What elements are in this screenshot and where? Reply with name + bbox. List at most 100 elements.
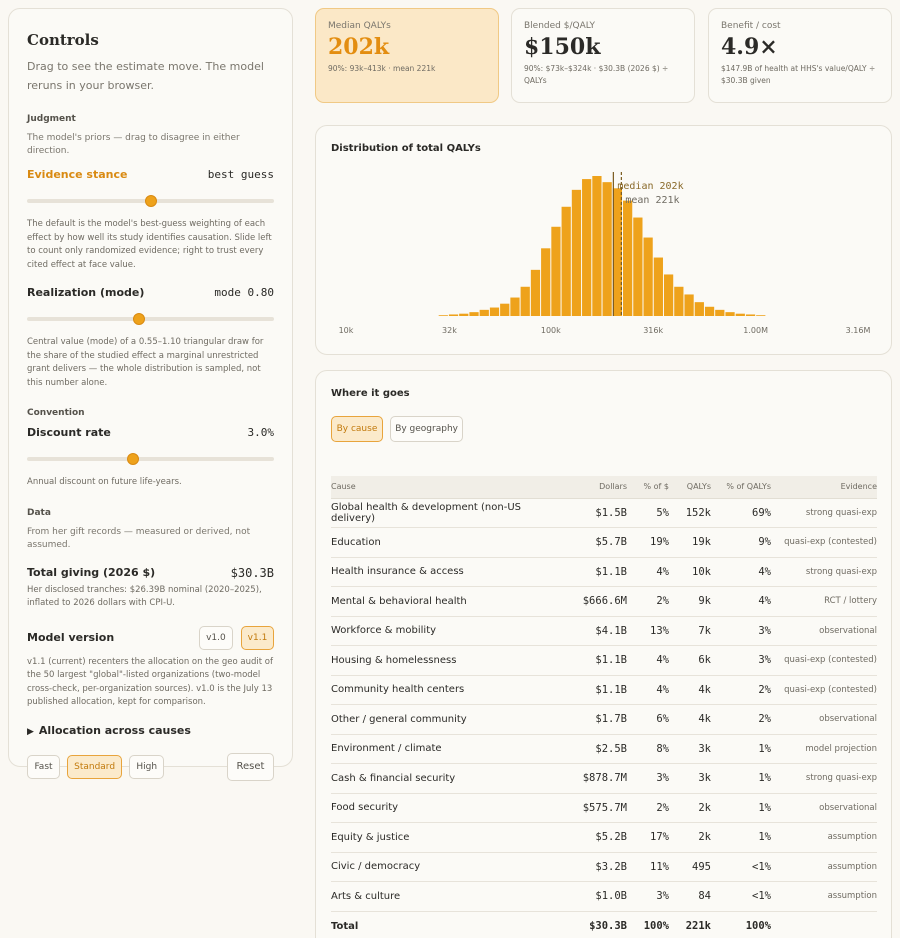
col-dollars[interactable]: Dollars — [557, 476, 627, 499]
histogram-bar — [735, 313, 745, 316]
qalys-cell: 19k — [669, 527, 711, 558]
pct-dollars-cell: 13% — [627, 616, 669, 646]
table-header-row: Cause Dollars % of $ QALYs % of QALYs Ev… — [331, 476, 877, 499]
pct-dollars-cell: 11% — [627, 852, 669, 882]
col-qalys[interactable]: QALYs — [669, 476, 711, 499]
col-pct-qalys[interactable]: % of QALYs — [711, 476, 771, 499]
pct-dollars-cell: 17% — [627, 822, 669, 853]
qalys-cell: 2k — [669, 822, 711, 853]
model-version-buttons: v1.0 v1.1 — [198, 625, 274, 650]
histogram-bar — [745, 314, 756, 316]
kpi-sub: 90%: $73k–$324k · $30.3B (2026 $) ÷ QALY… — [524, 64, 669, 85]
pct-qalys-cell: 3% — [711, 645, 771, 676]
dollars-cell: $3.2B — [557, 852, 627, 882]
slider-thumb[interactable] — [127, 453, 140, 465]
qalys-cell: 2k — [669, 793, 711, 823]
model-version-label: Model version — [27, 630, 115, 644]
x-tick-label: 3.16M — [846, 326, 871, 335]
table-row: Global health & development (non-US deli… — [331, 498, 877, 528]
distribution-card: Distribution of total QALYs median 202k m… — [315, 125, 892, 355]
histogram-bar — [459, 313, 469, 316]
allocation-toggle[interactable]: ▶ Allocation across causes — [27, 724, 274, 737]
histogram-bar — [684, 294, 694, 316]
evidence-cell: strong quasi-exp — [771, 557, 877, 587]
tab-by-cause[interactable]: By cause — [331, 416, 383, 442]
kpi-median-qalys: Median QALYs 202k 90%: 93k–413k · mean 2… — [315, 8, 499, 103]
distribution-title: Distribution of total QALYs — [331, 143, 481, 154]
slider-thumb[interactable] — [144, 195, 157, 207]
evidence-cell: strong quasi-exp — [771, 498, 877, 528]
cause-cell: Education — [331, 527, 557, 558]
evidence-cell: assumption — [771, 822, 877, 853]
col-evidence[interactable]: Evidence — [771, 476, 877, 499]
controls-panel: Controls Drag to see the estimate move. … — [8, 8, 293, 781]
evidence-cell: quasi-exp (contested) — [771, 527, 877, 558]
dollars-cell: $2.5B — [557, 734, 627, 764]
evidence-stance-slider[interactable] — [27, 194, 274, 208]
cause-cell: Equity & justice — [331, 822, 557, 853]
pct-dollars-cell: 3% — [627, 881, 669, 912]
pct-dollars-cell: 6% — [627, 704, 669, 735]
histogram-bar — [663, 274, 674, 316]
cause-cell: Community health centers — [331, 675, 557, 705]
discount-rate-row: Discount rate 3.0% — [27, 426, 274, 439]
evidence-cell: quasi-exp (contested) — [771, 645, 877, 676]
table-row: Other / general community $1.7B 6% 4k 2% obse… — [331, 704, 877, 735]
cause-table: Cause Dollars % of $ QALYs % of QALYs Ev… — [331, 476, 877, 938]
data-label: Data — [27, 507, 51, 518]
quality-fast-button[interactable]: Fast — [27, 755, 60, 779]
realization-slider[interactable] — [27, 312, 274, 326]
pct-qalys-cell: 1% — [711, 734, 771, 764]
evidence-cell — [771, 911, 877, 938]
qalys-cell: 3k — [669, 734, 711, 764]
table-row: Environment / climate $2.5B 8% 3k 1% model pr… — [331, 734, 877, 764]
pct-qalys-cell: 1% — [711, 822, 771, 853]
histogram-bar — [571, 189, 582, 316]
cause-cell: Other / general community — [331, 704, 557, 735]
dollars-cell: $1.1B — [557, 645, 627, 676]
reset-button[interactable]: Reset — [227, 752, 274, 781]
qalys-cell: 4k — [669, 704, 711, 735]
x-tick-label: 100k — [541, 326, 561, 335]
dollars-cell: $4.1B — [557, 616, 627, 646]
table-row: Equity & justice $5.2B 17% 2k 1% assumption — [331, 822, 877, 853]
realization-row: Realization (mode) mode 0.80 — [27, 286, 274, 299]
slider-track[interactable] — [27, 457, 274, 461]
col-pct-dollars[interactable]: % of $ — [627, 476, 669, 499]
dollars-cell: $575.7M — [557, 793, 627, 823]
quality-high-button[interactable]: High — [129, 755, 165, 779]
version-v1-1-button[interactable]: v1.1 — [241, 625, 274, 650]
tab-by-geography[interactable]: By geography — [390, 416, 464, 442]
pct-dollars-cell: 3% — [627, 763, 669, 794]
pct-dollars-cell: 4% — [627, 645, 669, 676]
dollars-cell: $5.2B — [557, 822, 627, 853]
quality-row: Fast Standard High Reset — [27, 752, 274, 781]
pct-dollars-cell: 19% — [627, 527, 669, 558]
dollars-cell: $878.7M — [557, 763, 627, 794]
cause-cell: Health insurance & access — [331, 557, 557, 587]
table-row: Mental & behavioral health $666.6M 2% 9k 4% R… — [331, 586, 877, 617]
qalys-cell: 4k — [669, 675, 711, 705]
pct-qalys-cell: 4% — [711, 586, 771, 617]
histogram-bar — [582, 179, 592, 316]
distribution-histogram: median 202k mean 221k 10k 32k 100k 316k 1.00M… — [339, 172, 871, 335]
kpi-label: Blended $/QALY — [524, 21, 596, 31]
version-v1-0-button[interactable]: v1.0 — [198, 625, 233, 650]
discount-rate-value: 3.0% — [247, 426, 275, 439]
histogram-bar — [520, 286, 530, 316]
histogram-bar — [510, 297, 520, 316]
cause-cell: Civic / democracy — [331, 852, 557, 882]
quality-standard-button[interactable]: Standard — [67, 755, 123, 779]
controls-title: Controls — [27, 31, 99, 49]
realization-label: Realization (mode) — [27, 286, 145, 299]
qalys-cell: 7k — [669, 616, 711, 646]
col-cause[interactable]: Cause — [331, 476, 557, 499]
table-total-row: Total $30.3B 100% 221k 100% — [331, 911, 877, 938]
histogram-bar — [633, 217, 643, 316]
pct-dollars-cell: 2% — [627, 586, 669, 617]
table-row: Workforce & mobility $4.1B 13% 7k 3% observat… — [331, 616, 877, 646]
slider-thumb[interactable] — [133, 313, 146, 325]
histogram-bar — [469, 312, 479, 316]
slider-track[interactable] — [27, 317, 274, 321]
discount-rate-slider[interactable] — [27, 452, 274, 466]
